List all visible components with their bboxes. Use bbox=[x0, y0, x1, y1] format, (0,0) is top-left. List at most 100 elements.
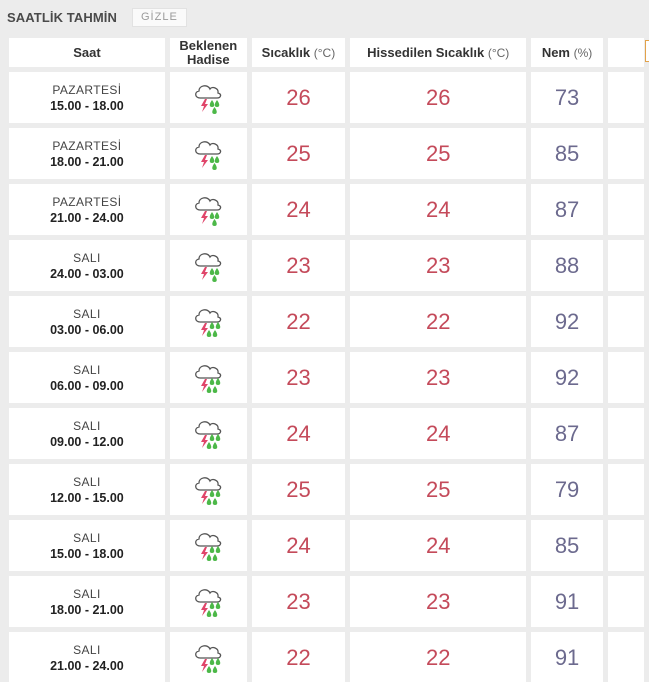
cell-nem: 87 bbox=[531, 184, 603, 235]
cell-hissedilen: 26 bbox=[350, 72, 527, 123]
column-header-nem: Nem (%) bbox=[531, 38, 603, 67]
hide-button[interactable]: GİZLE bbox=[132, 8, 187, 27]
humidity-value: 92 bbox=[554, 364, 580, 390]
cell-nem: 85 bbox=[531, 128, 603, 179]
humidity-value: 87 bbox=[554, 420, 580, 446]
cell-clipped bbox=[607, 240, 644, 291]
cell-saat: SALI 12.00 - 15.00 bbox=[9, 464, 165, 515]
table-row: SALI 21.00 - 24.00 22 22 91 bbox=[9, 632, 644, 682]
cell-hissedilen: 24 bbox=[350, 520, 527, 571]
temperature-value: 23 bbox=[286, 252, 311, 278]
table-row: SALI 18.00 - 21.00 23 23 91 bbox=[9, 576, 644, 627]
feels-like-value: 23 bbox=[425, 588, 451, 614]
table-row: SALI 09.00 - 12.00 24 24 87 bbox=[9, 408, 644, 459]
temperature-value: 22 bbox=[286, 308, 311, 334]
feels-like-value: 25 bbox=[425, 476, 451, 502]
cell-saat: SALI 21.00 - 24.00 bbox=[9, 632, 165, 682]
thunderstorm-heavy-rain-icon bbox=[170, 640, 247, 676]
day-label: PAZARTESİ bbox=[52, 82, 122, 97]
cell-hissedilen: 23 bbox=[350, 576, 527, 627]
cell-hadise bbox=[169, 408, 247, 459]
cell-saat: SALI 06.00 - 09.00 bbox=[9, 352, 165, 403]
cell-hissedilen: 25 bbox=[350, 464, 527, 515]
cell-clipped bbox=[607, 296, 644, 347]
section-title: SAATLİK TAHMİN bbox=[7, 10, 117, 25]
cell-hissedilen: 22 bbox=[350, 296, 527, 347]
cell-hissedilen: 24 bbox=[350, 408, 527, 459]
feels-like-value: 24 bbox=[425, 420, 451, 446]
cell-sicaklik: 22 bbox=[251, 296, 346, 347]
humidity-value: 79 bbox=[554, 476, 580, 502]
cell-sicaklik: 23 bbox=[251, 352, 346, 403]
cell-hadise bbox=[169, 128, 247, 179]
cell-sicaklik: 23 bbox=[251, 240, 346, 291]
temperature-value: 22 bbox=[286, 644, 311, 670]
cell-nem: 91 bbox=[531, 632, 603, 682]
cell-hadise bbox=[169, 296, 247, 347]
cell-sicaklik: 22 bbox=[251, 632, 346, 682]
cell-clipped bbox=[607, 576, 644, 627]
day-label: SALI bbox=[73, 418, 101, 433]
humidity-value: 91 bbox=[554, 644, 580, 670]
cell-hissedilen: 22 bbox=[350, 632, 527, 682]
cell-sicaklik: 25 bbox=[251, 464, 346, 515]
temperature-value: 24 bbox=[286, 196, 311, 222]
temperature-value: 26 bbox=[286, 84, 311, 110]
thunderstorm-heavy-rain-icon bbox=[170, 528, 247, 564]
cell-saat: SALI 03.00 - 06.00 bbox=[9, 296, 165, 347]
cell-clipped bbox=[607, 128, 644, 179]
cell-hissedilen: 23 bbox=[350, 240, 527, 291]
feels-like-value: 24 bbox=[425, 532, 451, 558]
time-range: 21.00 - 24.00 bbox=[50, 210, 124, 225]
cell-clipped bbox=[607, 408, 644, 459]
humidity-value: 87 bbox=[554, 196, 580, 222]
hourly-forecast-table-container: Saat Beklenen Hadise Sıcaklık (°C) Hissed… bbox=[9, 33, 649, 682]
table-row: SALI 06.00 - 09.00 23 23 92 bbox=[9, 352, 644, 403]
column-header-hadise: Beklenen Hadise bbox=[169, 38, 247, 67]
cell-nem: 87 bbox=[531, 408, 603, 459]
cell-clipped bbox=[607, 352, 644, 403]
cell-sicaklik: 24 bbox=[251, 408, 346, 459]
day-label: SALI bbox=[73, 530, 101, 545]
humidity-value: 92 bbox=[554, 308, 580, 334]
cell-sicaklik: 24 bbox=[251, 520, 346, 571]
cell-saat: SALI 15.00 - 18.00 bbox=[9, 520, 165, 571]
cell-nem: 79 bbox=[531, 464, 603, 515]
time-range: 06.00 - 09.00 bbox=[50, 378, 124, 393]
humidity-value: 85 bbox=[554, 532, 580, 558]
day-label: PAZARTESİ bbox=[52, 138, 122, 153]
time-range: 15.00 - 18.00 bbox=[50, 98, 124, 113]
cell-hissedilen: 25 bbox=[350, 128, 527, 179]
cell-clipped bbox=[607, 520, 644, 571]
thunderstorm-rain-icon bbox=[170, 248, 247, 284]
feels-like-value: 25 bbox=[425, 140, 451, 166]
cell-nem: 92 bbox=[531, 296, 603, 347]
cell-saat: SALI 24.00 - 03.00 bbox=[9, 240, 165, 291]
cell-saat: PAZARTESİ 15.00 - 18.00 bbox=[9, 72, 165, 123]
thunderstorm-heavy-rain-icon bbox=[170, 472, 247, 508]
hourly-forecast-table: Saat Beklenen Hadise Sıcaklık (°C) Hissed… bbox=[9, 33, 649, 682]
day-label: SALI bbox=[73, 586, 101, 601]
clipped-panel-edge bbox=[645, 40, 649, 62]
cell-hadise bbox=[169, 464, 247, 515]
column-header-sicaklik: Sıcaklık (°C) bbox=[251, 38, 346, 67]
thunderstorm-rain-icon bbox=[170, 80, 247, 116]
cell-nem: 92 bbox=[531, 352, 603, 403]
day-label: SALI bbox=[73, 250, 101, 265]
cell-hissedilen: 24 bbox=[350, 184, 527, 235]
thunderstorm-heavy-rain-icon bbox=[170, 584, 247, 620]
table-row: SALI 15.00 - 18.00 24 24 85 bbox=[9, 520, 644, 571]
table-row: PAZARTESİ 21.00 - 24.00 24 24 87 bbox=[9, 184, 644, 235]
feels-like-value: 24 bbox=[425, 196, 451, 222]
table-row: SALI 12.00 - 15.00 25 25 79 bbox=[9, 464, 644, 515]
cell-hadise bbox=[169, 72, 247, 123]
feels-like-value: 23 bbox=[425, 364, 451, 390]
thunderstorm-rain-icon bbox=[170, 136, 247, 172]
day-label: SALI bbox=[73, 306, 101, 321]
time-range: 24.00 - 03.00 bbox=[50, 266, 124, 281]
day-label: SALI bbox=[73, 362, 101, 377]
cell-hadise bbox=[169, 632, 247, 682]
cell-nem: 85 bbox=[531, 520, 603, 571]
table-row: SALI 24.00 - 03.00 23 23 88 bbox=[9, 240, 644, 291]
cell-saat: SALI 18.00 - 21.00 bbox=[9, 576, 165, 627]
